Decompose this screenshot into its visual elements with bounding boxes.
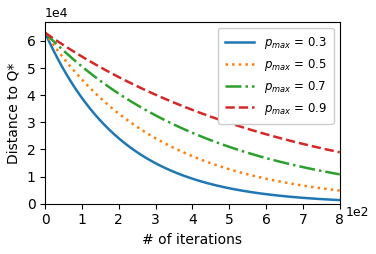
$p_{max}$ = 0.5	[96, 95, 101, 98]
Line: $p_{max}$ = 0.3: $p_{max}$ = 0.3	[45, 33, 340, 200]
$p_{max}$ = 0.5	[285, 181, 290, 184]
$p_{max}$ = 0.3	[220, 185, 224, 188]
$p_{max}$ = 0.5	[220, 165, 224, 168]
Legend: $p_{max}$ = 0.3, $p_{max}$ = 0.5, $p_{max}$ = 0.7, $p_{max}$ = 0.9: $p_{max}$ = 0.3, $p_{max}$ = 0.5, $p_{ma…	[218, 28, 334, 124]
$p_{max}$ = 0.5	[43, 31, 47, 34]
$p_{max}$ = 0.7	[263, 156, 267, 159]
$p_{max}$ = 0.7	[338, 173, 342, 176]
$p_{max}$ = 0.3	[43, 31, 47, 34]
Line: $p_{max}$ = 0.9: $p_{max}$ = 0.9	[45, 33, 340, 152]
$p_{max}$ = 0.9	[338, 151, 342, 154]
$p_{max}$ = 0.7	[96, 78, 101, 81]
$p_{max}$ = 0.5	[235, 170, 239, 173]
$p_{max}$ = 0.7	[285, 162, 290, 165]
$p_{max}$ = 0.7	[235, 148, 239, 151]
$p_{max}$ = 0.9	[263, 132, 267, 135]
$p_{max}$ = 0.9	[220, 119, 224, 122]
$p_{max}$ = 0.5	[263, 177, 267, 180]
$p_{max}$ = 0.9	[43, 31, 47, 34]
$p_{max}$ = 0.7	[155, 115, 160, 118]
Text: 1e4: 1e4	[45, 7, 68, 20]
$p_{max}$ = 0.3	[338, 199, 342, 202]
Line: $p_{max}$ = 0.5: $p_{max}$ = 0.5	[45, 33, 340, 190]
$p_{max}$ = 0.7	[220, 143, 224, 146]
X-axis label: # of iterations: # of iterations	[143, 233, 243, 247]
$p_{max}$ = 0.9	[155, 94, 160, 97]
$p_{max}$ = 0.5	[338, 189, 342, 192]
Line: $p_{max}$ = 0.7: $p_{max}$ = 0.7	[45, 33, 340, 174]
Text: 1e2: 1e2	[346, 205, 369, 219]
$p_{max}$ = 0.3	[96, 117, 101, 120]
$p_{max}$ = 0.9	[235, 124, 239, 127]
$p_{max}$ = 0.9	[285, 138, 290, 141]
$p_{max}$ = 0.3	[285, 195, 290, 198]
$p_{max}$ = 0.3	[263, 193, 267, 196]
$p_{max}$ = 0.3	[235, 188, 239, 191]
$p_{max}$ = 0.7	[43, 31, 47, 34]
$p_{max}$ = 0.9	[96, 65, 101, 68]
$p_{max}$ = 0.5	[155, 138, 160, 141]
Y-axis label: Distance to Q*: Distance to Q*	[7, 62, 21, 164]
$p_{max}$ = 0.3	[155, 163, 160, 166]
